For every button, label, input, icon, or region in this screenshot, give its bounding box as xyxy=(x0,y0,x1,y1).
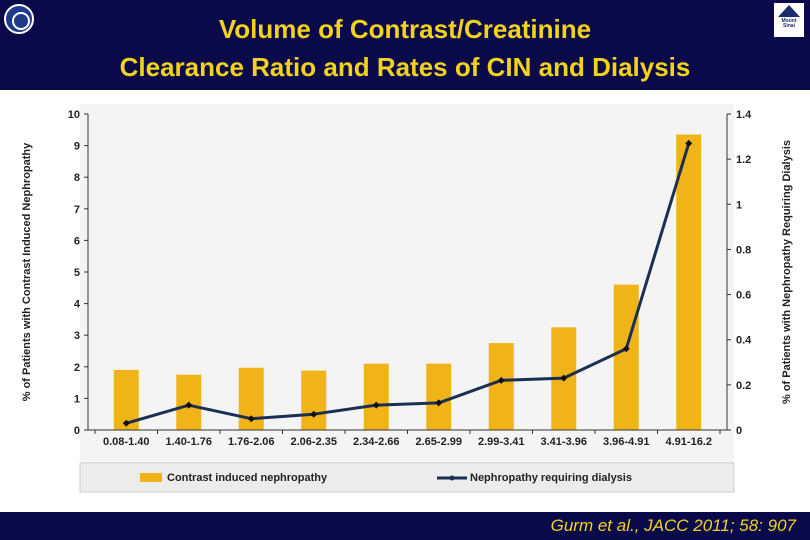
dialysis-point xyxy=(372,401,380,409)
y2-tick-label: 0.4 xyxy=(736,335,752,347)
y-tick-label: 2 xyxy=(74,362,80,374)
y-tick-label: 4 xyxy=(74,299,81,311)
bar-series-cin xyxy=(113,134,702,431)
y2-axis-label: % of Patients with Nephropathy Requiring… xyxy=(781,140,793,404)
y2-tick-label: 1.4 xyxy=(736,109,752,121)
x-tick-label: 2.99-3.41 xyxy=(478,436,524,448)
mount-sinai-logo-icon: Mount Sinai xyxy=(774,3,804,37)
y2-tick-labels: 0 0.2 0.4 0.6 0.8 1 1.2 1.4 xyxy=(736,109,752,437)
y-tick-label: 7 xyxy=(74,204,80,216)
y-tick-label: 5 xyxy=(74,267,80,279)
dialysis-point xyxy=(560,374,568,382)
bar xyxy=(488,343,514,430)
legend-swatch-bar xyxy=(140,473,162,482)
logo-text: Mount Sinai xyxy=(781,18,797,29)
bar xyxy=(676,134,702,431)
y2-tick-label: 0.6 xyxy=(736,290,751,302)
citation: Gurm et al., JACC 2011; 58: 907 xyxy=(550,516,796,535)
dialysis-line xyxy=(125,142,691,425)
dialysis-point xyxy=(435,399,443,407)
x-tick-label: 1.76-2.06 xyxy=(228,436,274,448)
legend-label-dialysis: Nephropathy requiring dialysis xyxy=(470,472,632,484)
y2-tick-label: 0.8 xyxy=(736,244,751,256)
axes xyxy=(84,113,731,434)
x-tick-label: 1.40-1.76 xyxy=(166,436,212,448)
dialysis-point xyxy=(310,410,318,418)
y-tick-label: 9 xyxy=(74,141,80,153)
institution-seal-icon xyxy=(4,4,34,34)
y2-tick-label: 1.2 xyxy=(736,154,751,166)
bar xyxy=(301,370,327,430)
y-tick-label: 6 xyxy=(74,235,80,247)
y2-tick-label: 0 xyxy=(736,425,742,437)
y2-tick-label: 0.2 xyxy=(736,380,751,392)
footer-bar: Gurm et al., JACC 2011; 58: 907 xyxy=(0,512,810,540)
title-bar: Volume of Contrast/Creatinine Clearance … xyxy=(0,0,810,90)
legend-swatch-marker xyxy=(449,475,455,481)
x-tick-label: 0.08-1.40 xyxy=(103,436,149,448)
x-tick-label: 3.41-3.96 xyxy=(541,436,587,448)
slide-title-line-2: Clearance Ratio and Rates of CIN and Dia… xyxy=(119,52,691,82)
dialysis-point xyxy=(685,139,693,147)
y-axis-label: % of Patients with Contrast Induced Neph… xyxy=(21,142,33,401)
dialysis-point xyxy=(185,401,193,409)
dialysis-point xyxy=(247,415,255,423)
y-tick-label: 8 xyxy=(74,172,80,184)
bar xyxy=(426,363,452,430)
x-tick-label: 4.91-16.2 xyxy=(666,436,712,448)
legend-box xyxy=(79,462,735,493)
x-tick-label: 2.06-2.35 xyxy=(291,436,337,448)
y-tick-label: 1 xyxy=(74,393,80,405)
legend: Contrast induced nephropathy Nephropathy… xyxy=(79,462,735,493)
x-tick-label: 3.96-4.91 xyxy=(603,436,649,448)
y-tick-labels: 0 1 2 3 4 5 6 7 8 9 10 xyxy=(68,109,81,437)
y-tick-label: 3 xyxy=(74,330,80,342)
y2-tick-label: 1 xyxy=(736,199,742,211)
dialysis-point xyxy=(497,376,505,384)
x-tick-label: 2.34-2.66 xyxy=(353,436,399,448)
x-tick-label: 2.65-2.99 xyxy=(416,436,462,448)
legend-label-cin: Contrast induced nephropathy xyxy=(167,472,328,484)
line-series-dialysis xyxy=(122,139,693,427)
slide-title-line-1: Volume of Contrast/Creatinine xyxy=(218,14,592,44)
y-tick-label: 10 xyxy=(68,109,80,121)
dialysis-point xyxy=(122,419,130,427)
dialysis-point xyxy=(622,345,630,353)
chart: 0.08-1.40 1.40-1.76 1.76-2.06 2.06-2.35 2.34… xyxy=(21,104,793,493)
bar xyxy=(613,284,639,430)
y-tick-label: 0 xyxy=(74,425,80,437)
x-tick-labels: 0.08-1.40 1.40-1.76 1.76-2.06 2.06-2.35 2.34… xyxy=(103,436,712,448)
bar xyxy=(363,363,389,430)
